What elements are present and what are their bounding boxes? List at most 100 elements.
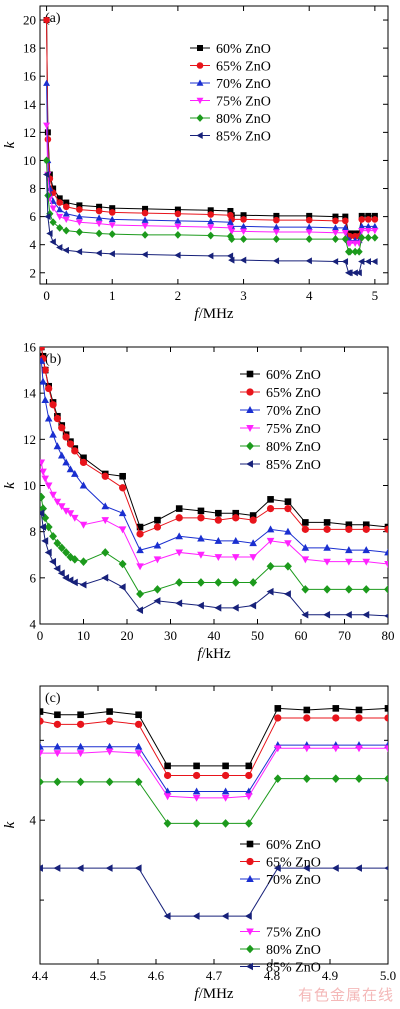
data-point [56, 195, 63, 202]
panel-label: (c) [45, 691, 61, 706]
data-point [384, 774, 388, 783]
legend-entry: 60% ZnO [266, 838, 321, 853]
data-point [108, 250, 115, 258]
data-point [305, 216, 313, 224]
data-point [141, 209, 149, 217]
data-point [46, 230, 53, 237]
data-point [301, 585, 310, 594]
legend-entry: 75% ZnO [266, 926, 321, 941]
x-tick-label: 0 [43, 288, 50, 303]
data-point [303, 714, 311, 722]
data-point [332, 745, 340, 753]
y-tick-label: 4 [30, 237, 37, 252]
legend-marker [246, 425, 254, 432]
x-tick-label: 80 [382, 628, 395, 643]
data-point [232, 509, 240, 517]
data-point [384, 548, 388, 556]
data-point [101, 574, 109, 582]
data-point [358, 233, 366, 242]
data-point [232, 514, 240, 522]
data-point [70, 555, 79, 564]
data-point [141, 251, 148, 258]
data-point [54, 711, 61, 719]
data-point [302, 519, 309, 526]
data-point [228, 235, 236, 243]
data-point [105, 742, 114, 750]
legend-marker [246, 406, 254, 413]
x-tick-label: 70 [338, 628, 351, 643]
data-point [197, 507, 205, 515]
y-tick-label: 12 [23, 125, 36, 140]
data-point [221, 794, 230, 802]
data-point [134, 720, 143, 728]
y-tick-label: 10 [23, 478, 36, 493]
series-line [40, 347, 388, 535]
data-point [193, 762, 200, 770]
y-tick-label: 6 [30, 209, 37, 224]
data-point [362, 558, 371, 566]
data-point [62, 246, 69, 254]
data-point [153, 541, 162, 549]
data-point [136, 589, 145, 599]
y-tick-label: 10 [23, 153, 36, 168]
x-tick-label: 10 [77, 628, 90, 643]
data-point [175, 532, 183, 540]
data-point [323, 525, 331, 533]
data-point [44, 522, 53, 532]
y-tick-label: 2 [30, 265, 37, 280]
legend-entry: 75% ZnO [216, 95, 271, 110]
x-axis-label: f/MHz [194, 306, 234, 322]
data-point [214, 554, 223, 562]
data-point [303, 745, 311, 753]
data-point [76, 864, 84, 872]
data-point [342, 217, 349, 225]
y-tick-label: 8 [30, 181, 37, 196]
data-point [105, 717, 114, 725]
data-point [62, 548, 71, 557]
data-point [41, 366, 49, 374]
y-tick-label: 4 [30, 813, 37, 828]
legend-marker [196, 62, 204, 69]
data-point [371, 222, 379, 230]
data-point [273, 216, 280, 224]
data-point [70, 578, 78, 587]
data-point [249, 554, 257, 562]
data-point [305, 223, 313, 230]
legend-marker [246, 875, 254, 882]
series-group [40, 705, 388, 920]
data-point [221, 787, 230, 795]
data-point [40, 509, 45, 517]
data-point [207, 224, 215, 231]
x-tick-label: 3 [240, 288, 247, 303]
data-point [332, 213, 339, 220]
data-point [266, 504, 275, 513]
data-point [42, 171, 50, 178]
x-tick-label: 4.6 [148, 968, 165, 983]
data-point [154, 516, 161, 524]
data-point [134, 750, 143, 758]
data-point [245, 762, 253, 770]
data-point [79, 521, 88, 529]
data-point [273, 864, 281, 872]
data-point [40, 459, 46, 467]
y-tick-label: 16 [23, 340, 37, 355]
legend-marker [246, 962, 253, 971]
x-tick-label: 4 [306, 288, 313, 303]
data-point [164, 762, 171, 770]
x-tick-label: 1 [109, 288, 116, 303]
legend-marker [246, 840, 254, 848]
data-point [95, 249, 102, 257]
data-point [105, 777, 114, 787]
data-point [302, 864, 310, 872]
data-point [40, 708, 44, 715]
legend-marker [246, 441, 254, 451]
x-tick-label: 5 [372, 288, 379, 303]
data-point [283, 562, 292, 571]
data-point [174, 230, 182, 239]
data-point [175, 549, 183, 557]
data-point [192, 787, 201, 795]
data-point [42, 156, 51, 165]
data-point [57, 543, 66, 553]
data-point [358, 212, 365, 219]
